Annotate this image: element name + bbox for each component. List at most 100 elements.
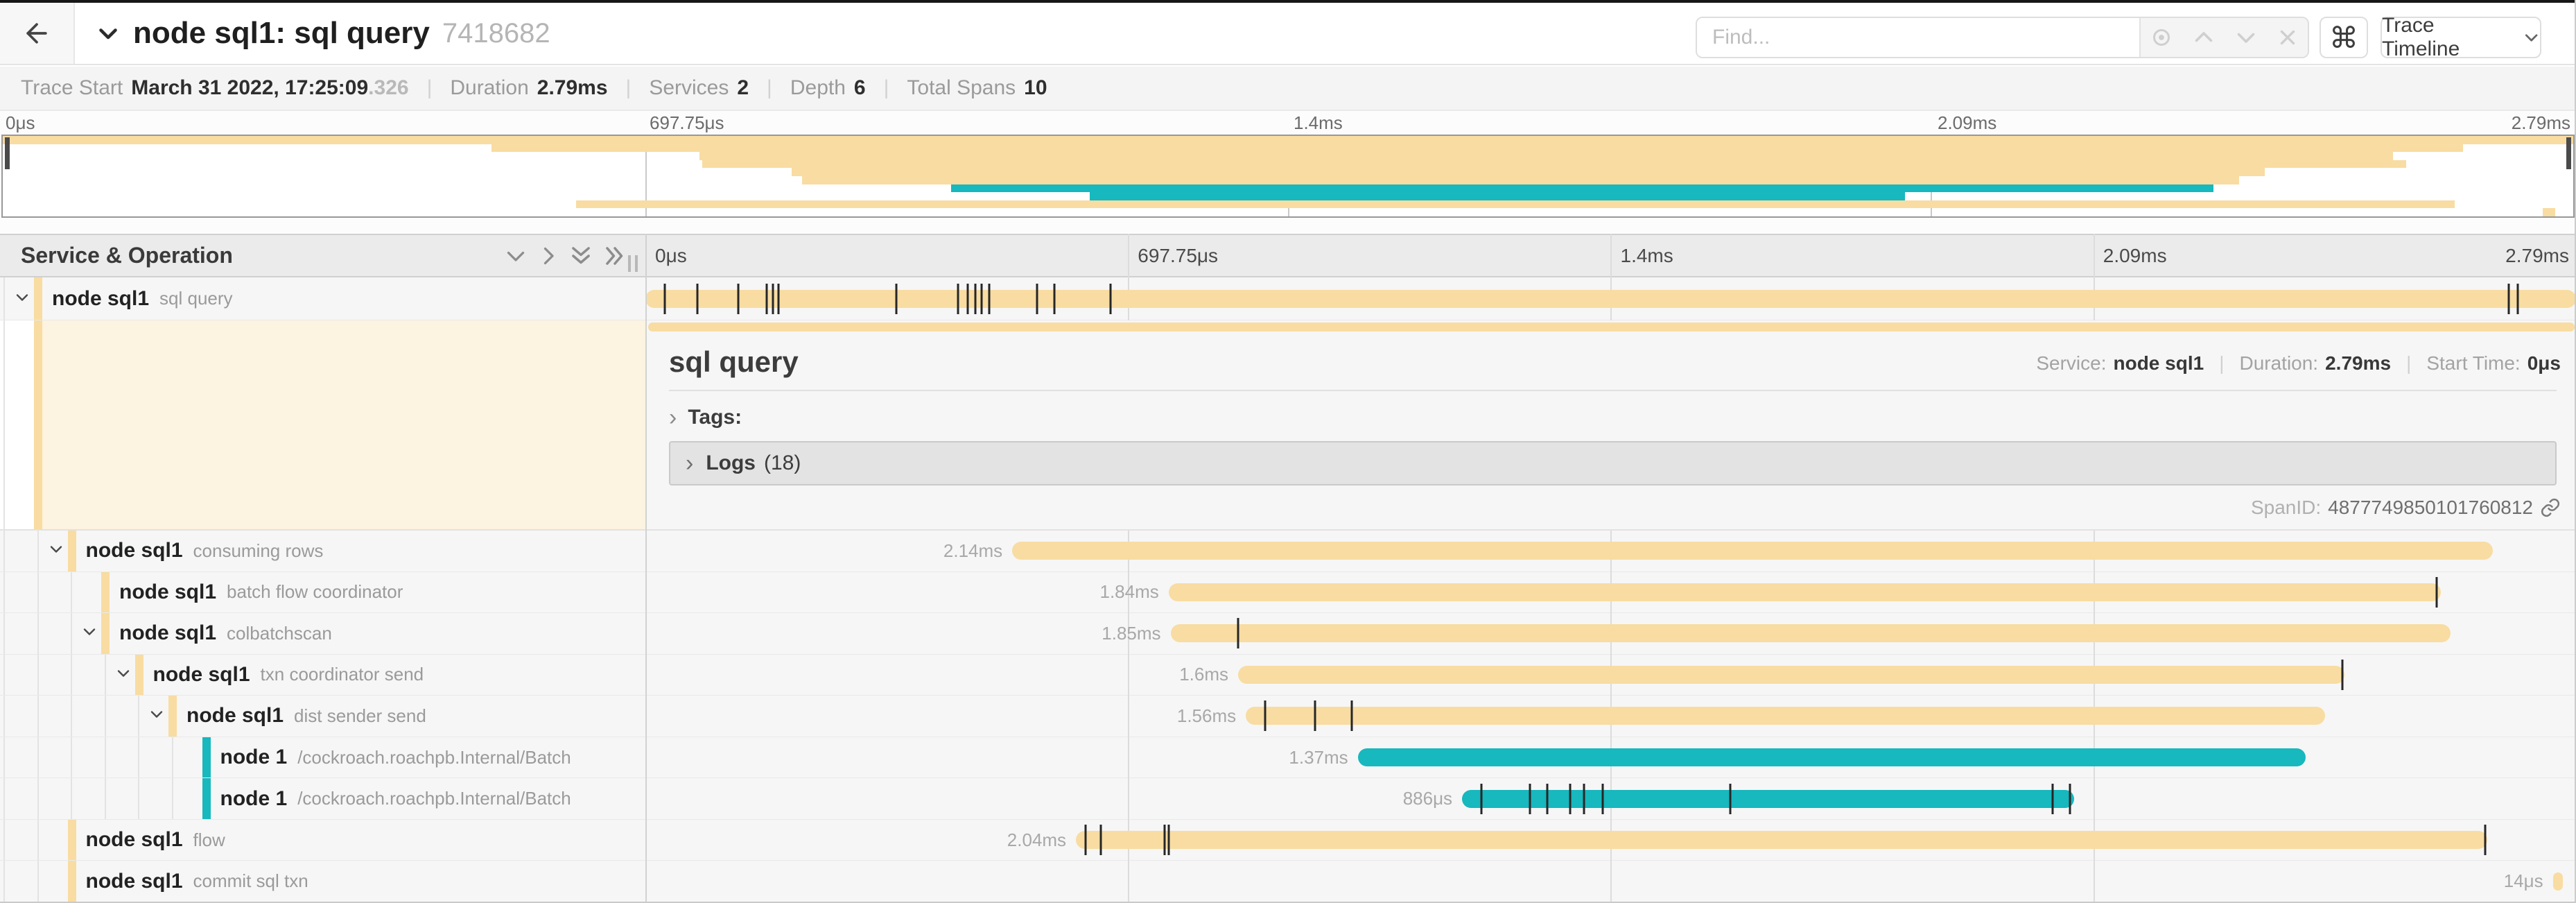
log-marker-tick[interactable]: [2507, 283, 2510, 314]
expand-collapse-chevron[interactable]: [148, 706, 165, 726]
log-marker-tick[interactable]: [2051, 783, 2054, 814]
log-marker-tick[interactable]: [696, 283, 699, 314]
tree-cell[interactable]: node sql1 batch flow coordinator: [0, 571, 645, 613]
timeline-cell[interactable]: 1.85ms: [645, 613, 2576, 654]
tree-cell[interactable]: node sql1 sql query: [0, 277, 645, 320]
timeline-cell[interactable]: 14μs: [645, 861, 2576, 902]
span-bar[interactable]: [1170, 624, 2451, 643]
timeline-cell[interactable]: [645, 277, 2576, 320]
logs-row[interactable]: › Logs (18): [669, 441, 2557, 485]
log-marker-tick[interactable]: [1601, 783, 1604, 814]
log-marker-tick[interactable]: [957, 283, 959, 314]
span-row[interactable]: node sql1 colbatchscan 1.85ms: [0, 613, 2576, 655]
collapse-trace-chevron[interactable]: [96, 21, 121, 46]
viewport-right-handle[interactable]: [2566, 137, 2571, 169]
chevron-up-icon[interactable]: [2191, 25, 2216, 50]
log-marker-tick[interactable]: [1053, 283, 1056, 314]
log-marker-tick[interactable]: [895, 283, 898, 314]
timeline-cell[interactable]: 1.56ms: [645, 696, 2576, 737]
log-marker-tick[interactable]: [777, 283, 780, 314]
timeline-cell[interactable]: 2.14ms: [645, 531, 2576, 571]
log-marker-tick[interactable]: [1163, 825, 1166, 856]
log-marker-tick[interactable]: [2516, 283, 2519, 314]
log-marker-tick[interactable]: [1583, 783, 1585, 814]
log-marker-tick[interactable]: [966, 283, 969, 314]
close-icon[interactable]: [2276, 26, 2299, 49]
log-marker-tick[interactable]: [1529, 783, 1531, 814]
timeline-cell[interactable]: 1.37ms: [645, 737, 2576, 778]
expand-collapse-chevron[interactable]: [48, 541, 64, 561]
span-bar[interactable]: [1237, 665, 2344, 684]
tree-cell[interactable]: node sql1 colbatchscan: [0, 613, 645, 654]
log-marker-tick[interactable]: [974, 283, 977, 314]
log-marker-tick[interactable]: [1084, 825, 1087, 856]
log-marker-tick[interactable]: [1546, 783, 1549, 814]
span-row[interactable]: node sql1 dist sender send 1.56ms: [0, 696, 2576, 737]
log-marker-tick[interactable]: [2069, 783, 2071, 814]
find-input[interactable]: [1697, 18, 2139, 57]
tree-cell[interactable]: node sql1 commit sql txn: [0, 861, 645, 902]
log-marker-tick[interactable]: [737, 283, 740, 314]
log-marker-tick[interactable]: [1480, 783, 1483, 814]
timeline-cell[interactable]: 1.6ms: [645, 655, 2576, 696]
span-bar[interactable]: [1012, 542, 2494, 560]
span-row[interactable]: node sql1 batch flow coordinator 1.84ms: [0, 571, 2576, 614]
timeline-cell[interactable]: 1.84ms: [645, 572, 2576, 613]
span-bar[interactable]: [2552, 872, 2563, 891]
tags-row[interactable]: › Tags:: [669, 401, 757, 434]
tree-cell[interactable]: node sql1 flow: [0, 819, 645, 861]
log-marker-tick[interactable]: [2435, 576, 2438, 608]
viewport-left-handle[interactable]: [5, 137, 10, 169]
tree-cell[interactable]: node sql1 consuming rows: [0, 531, 645, 571]
log-marker-tick[interactable]: [1036, 283, 1038, 314]
expand-one-icon[interactable]: [536, 243, 561, 268]
log-marker-tick[interactable]: [1314, 700, 1316, 732]
overview-minimap[interactable]: [1, 135, 2575, 218]
log-marker-tick[interactable]: [2484, 825, 2487, 856]
span-bar[interactable]: [1076, 831, 2487, 850]
span-row[interactable]: node 1/cockroach.roachpb.Internal/Batch 8…: [0, 778, 2576, 820]
tree-cell[interactable]: node sql1 txn coordinator send: [0, 654, 645, 696]
log-marker-tick[interactable]: [1237, 618, 1239, 649]
span-row[interactable]: node 1/cockroach.roachpb.Internal/Batch 1…: [0, 737, 2576, 779]
tree-cell[interactable]: node 1/cockroach.roachpb.Internal/Batch: [0, 778, 645, 819]
tree-cell[interactable]: node 1/cockroach.roachpb.Internal/Batch: [0, 737, 645, 778]
span-row[interactable]: node sql1 consuming rows 2.14ms: [0, 531, 2576, 572]
log-marker-tick[interactable]: [765, 283, 768, 314]
expand-collapse-chevron[interactable]: [81, 624, 98, 644]
log-marker-tick[interactable]: [988, 283, 991, 314]
timeline-cell[interactable]: 2.04ms: [645, 820, 2576, 861]
span-row[interactable]: node sql1 txn coordinator send 1.6ms: [0, 654, 2576, 696]
span-row[interactable]: node sql1 commit sql txn 14μs: [0, 861, 2576, 902]
span-bar[interactable]: [1246, 707, 2325, 725]
locate-icon[interactable]: [2149, 25, 2174, 50]
span-bar[interactable]: [1357, 748, 2306, 766]
back-button[interactable]: [0, 3, 75, 64]
span-bar[interactable]: [1462, 789, 2074, 808]
column-resize-handle[interactable]: [628, 255, 638, 272]
span-row[interactable]: node sql1 flow 2.04ms: [0, 819, 2576, 861]
log-marker-tick[interactable]: [1109, 283, 1112, 314]
log-marker-tick[interactable]: [1167, 825, 1170, 856]
link-icon[interactable]: [2540, 497, 2561, 518]
log-marker-tick[interactable]: [1729, 783, 1732, 814]
chevron-down-icon[interactable]: [2234, 25, 2259, 50]
timeline-cell[interactable]: 886μs: [645, 778, 2576, 819]
log-marker-tick[interactable]: [1099, 825, 1102, 856]
column-divider[interactable]: [645, 234, 647, 903]
log-marker-tick[interactable]: [772, 283, 774, 314]
tree-cell[interactable]: node sql1 dist sender send: [0, 696, 645, 737]
log-marker-tick[interactable]: [1264, 700, 1267, 732]
span-row[interactable]: node sql1 sql query: [0, 277, 2576, 320]
view-selector-button[interactable]: Trace Timeline: [2381, 14, 2541, 60]
log-marker-tick[interactable]: [2341, 659, 2344, 690]
expand-collapse-chevron[interactable]: [14, 289, 31, 309]
log-marker-tick[interactable]: [1350, 700, 1353, 732]
expand-all-icon[interactable]: [602, 243, 628, 269]
span-bar[interactable]: [1168, 583, 2442, 601]
keyboard-shortcuts-button[interactable]: ⌘: [2320, 17, 2368, 58]
collapse-one-icon[interactable]: [503, 243, 528, 268]
expand-collapse-chevron[interactable]: [115, 664, 132, 685]
collapse-all-icon[interactable]: [568, 243, 594, 269]
log-marker-tick[interactable]: [980, 283, 983, 314]
